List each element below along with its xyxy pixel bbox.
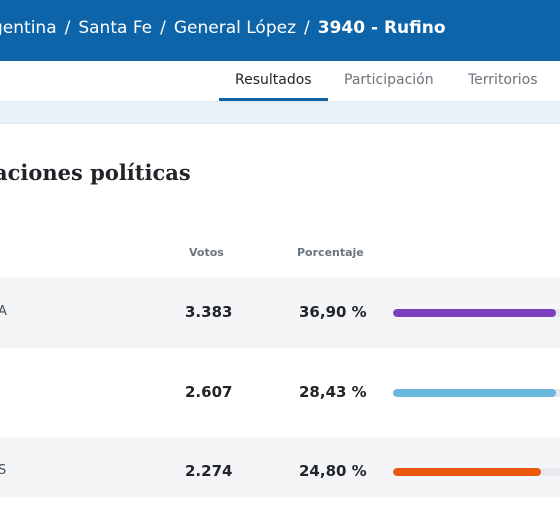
percent-bar-fill	[393, 389, 557, 397]
party-name: S	[0, 463, 7, 478]
header-bar: gentina / Santa Fe / General López / 394…	[0, 0, 560, 61]
results-row: A 3.383 36,90 %	[0, 277, 560, 348]
breadcrumb-department[interactable]: General López	[173, 18, 297, 38]
party-percent: 24,80 %	[299, 462, 367, 480]
breadcrumb-separator: /	[304, 18, 310, 38]
percent-column-header: Porcentaje	[297, 246, 364, 259]
info-strip	[0, 102, 560, 124]
party-votes: 3.383	[185, 303, 233, 321]
percent-bar	[393, 468, 560, 476]
percent-bar	[393, 309, 560, 317]
breadcrumb-current: 3940 - Rufino	[317, 18, 446, 38]
party-name: A	[0, 304, 7, 319]
breadcrumb-province[interactable]: Santa Fe	[78, 18, 153, 38]
breadcrumb-separator: /	[160, 18, 166, 38]
tab-territorios[interactable]: Territorios	[468, 72, 538, 88]
results-row: 2.607 28,43 %	[0, 348, 560, 437]
tabs-bar: Resultados Participación Territorios	[0, 61, 560, 102]
party-votes: 2.274	[185, 462, 233, 480]
breadcrumb: gentina / Santa Fe / General López / 394…	[0, 18, 446, 38]
breadcrumb-country[interactable]: gentina	[0, 18, 57, 38]
votes-column-header: Votos	[189, 246, 224, 259]
percent-bar	[393, 389, 560, 397]
section-title: aciones políticas	[0, 160, 191, 185]
results-row: S 2.274 24,80 %	[0, 437, 560, 497]
party-votes: 2.607	[185, 383, 233, 401]
tab-participacion[interactable]: Participación	[344, 72, 434, 88]
percent-bar-fill	[393, 309, 557, 317]
party-percent: 36,90 %	[299, 303, 367, 321]
breadcrumb-separator: /	[64, 18, 71, 38]
percent-bar-fill	[393, 468, 541, 476]
tab-resultados[interactable]: Resultados	[235, 72, 312, 88]
active-tab-indicator	[219, 98, 328, 101]
party-percent: 28,43 %	[299, 383, 367, 401]
